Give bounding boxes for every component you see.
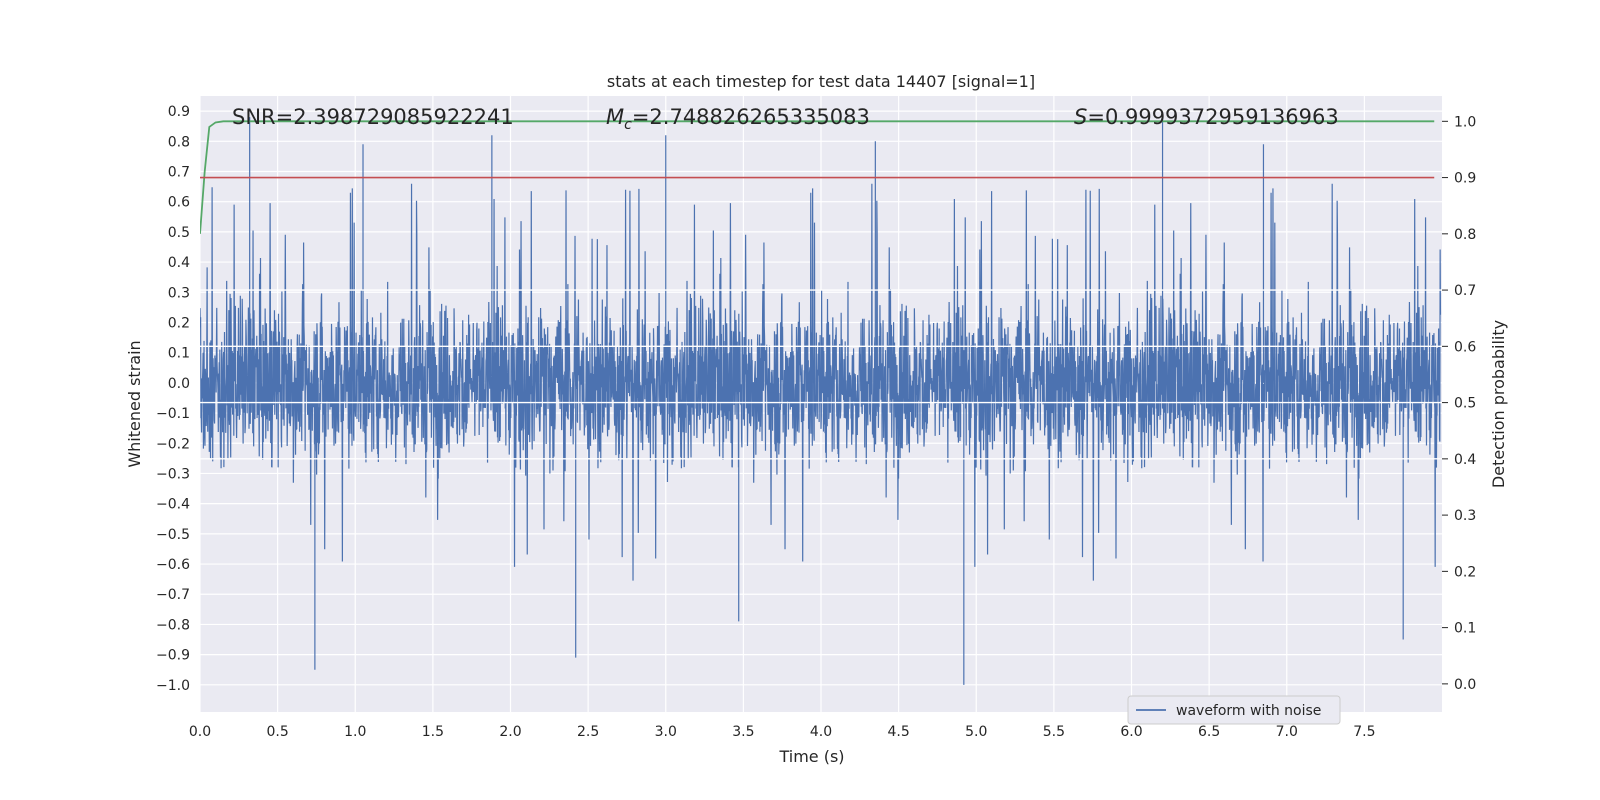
y2-tick-label: 0.0 (1454, 677, 1476, 693)
x-tick-label: 5.0 (965, 724, 987, 740)
legend-label-waveform-with-noise: waveform with noise (1176, 703, 1321, 719)
y2-tick-label: 0.3 (1454, 508, 1476, 524)
x-tick-label: 3.5 (732, 724, 754, 740)
x-tick-label: 2.5 (577, 724, 599, 740)
x-tick-label: 4.0 (810, 724, 832, 740)
y-tick-label: 0.5 (168, 225, 190, 241)
y-tick-label: 0.7 (168, 164, 190, 180)
y-tick-label: −0.3 (156, 466, 190, 482)
y2-tick-label: 0.9 (1454, 171, 1476, 187)
x-axis-label: Time (s) (778, 747, 844, 766)
x-tick-label: 3.0 (655, 724, 677, 740)
y-tick-label: 0.2 (168, 315, 190, 331)
y-tick-label: 0.1 (168, 346, 190, 362)
legend: waveform with noise (1127, 695, 1341, 725)
y-tick-label: −0.2 (156, 436, 190, 452)
legend-box (1127, 695, 1341, 725)
y2-tick-label: 0.1 (1454, 621, 1476, 637)
y-tick-label: 0.9 (168, 104, 190, 120)
annotation-snr: SNR=2.398729085922241 (232, 105, 514, 129)
y2-tick-label: 0.2 (1454, 564, 1476, 580)
y2-tick-label: 0.5 (1454, 396, 1476, 412)
y-tick-label: 0.4 (168, 255, 190, 271)
y-tick-label: −0.1 (156, 406, 190, 422)
series-detection-probability (200, 120, 1435, 234)
annotation-s: S=0.9999372959136963 (1074, 105, 1339, 129)
x-tick-label: 5.5 (1043, 724, 1065, 740)
y2-tick-label: 0.6 (1454, 339, 1476, 355)
x-tick-label: 6.5 (1198, 724, 1220, 740)
y2-tick-label: 0.8 (1454, 227, 1476, 243)
y-axis-ticks: 0.9 0.8 0.7 0.6 0.5 0.4 0.3 0.2 0.1 0.0 −0.1 −0.2 −0… (156, 104, 190, 694)
y-tick-label: −0.7 (156, 587, 190, 603)
series-layer (200, 117, 1442, 685)
x-tick-label: 4.5 (887, 724, 909, 740)
x-axis-ticks: 0.0 0.5 1.0 1.5 2.0 2.5 3.0 3.5 4.0 4.5 5.0 5.5 6.0 6… (189, 724, 1376, 740)
x-tick-label: 1.0 (344, 724, 366, 740)
x-tick-label: 1.5 (422, 724, 444, 740)
x-tick-label: 0.0 (189, 724, 211, 740)
y-tick-label: −0.4 (156, 497, 190, 513)
x-tick-label: 2.0 (499, 724, 521, 740)
y-tick-label: 0.6 (168, 195, 190, 211)
y-axis-label: Whitened strain (125, 340, 144, 467)
x-tick-label: 7.5 (1353, 724, 1375, 740)
y2-axis-label: Detection probability (1489, 320, 1508, 488)
x-tick-label: 7.0 (1276, 724, 1298, 740)
y-tick-label: −0.6 (156, 557, 190, 573)
y-tick-label: −1.0 (156, 678, 190, 694)
y-tick-label: −0.8 (156, 617, 190, 633)
chart-title: stats at each timestep for test data 144… (607, 72, 1035, 91)
y2-axis-ticks: 1.0 0.9 0.8 0.7 0.6 0.5 0.4 0.3 0.2 0.1 0.0 (1442, 114, 1476, 693)
annotation-mc: Mc=2.748826265335083 (606, 105, 870, 133)
x-tick-label: 0.5 (266, 724, 288, 740)
series-waveform-with-noise (200, 117, 1442, 685)
y2-tick-label: 0.4 (1454, 452, 1476, 468)
y2-tick-label: 1.0 (1454, 114, 1476, 130)
y-tick-label: 0.0 (168, 376, 190, 392)
y-tick-label: −0.9 (156, 648, 190, 664)
x-tick-label: 6.0 (1120, 724, 1142, 740)
y-tick-label: 0.3 (168, 285, 190, 301)
y-tick-label: 0.8 (168, 134, 190, 150)
y2-tick-label: 0.7 (1454, 283, 1476, 299)
y2-grid (200, 289, 1442, 460)
y-tick-label: −0.5 (156, 527, 190, 543)
